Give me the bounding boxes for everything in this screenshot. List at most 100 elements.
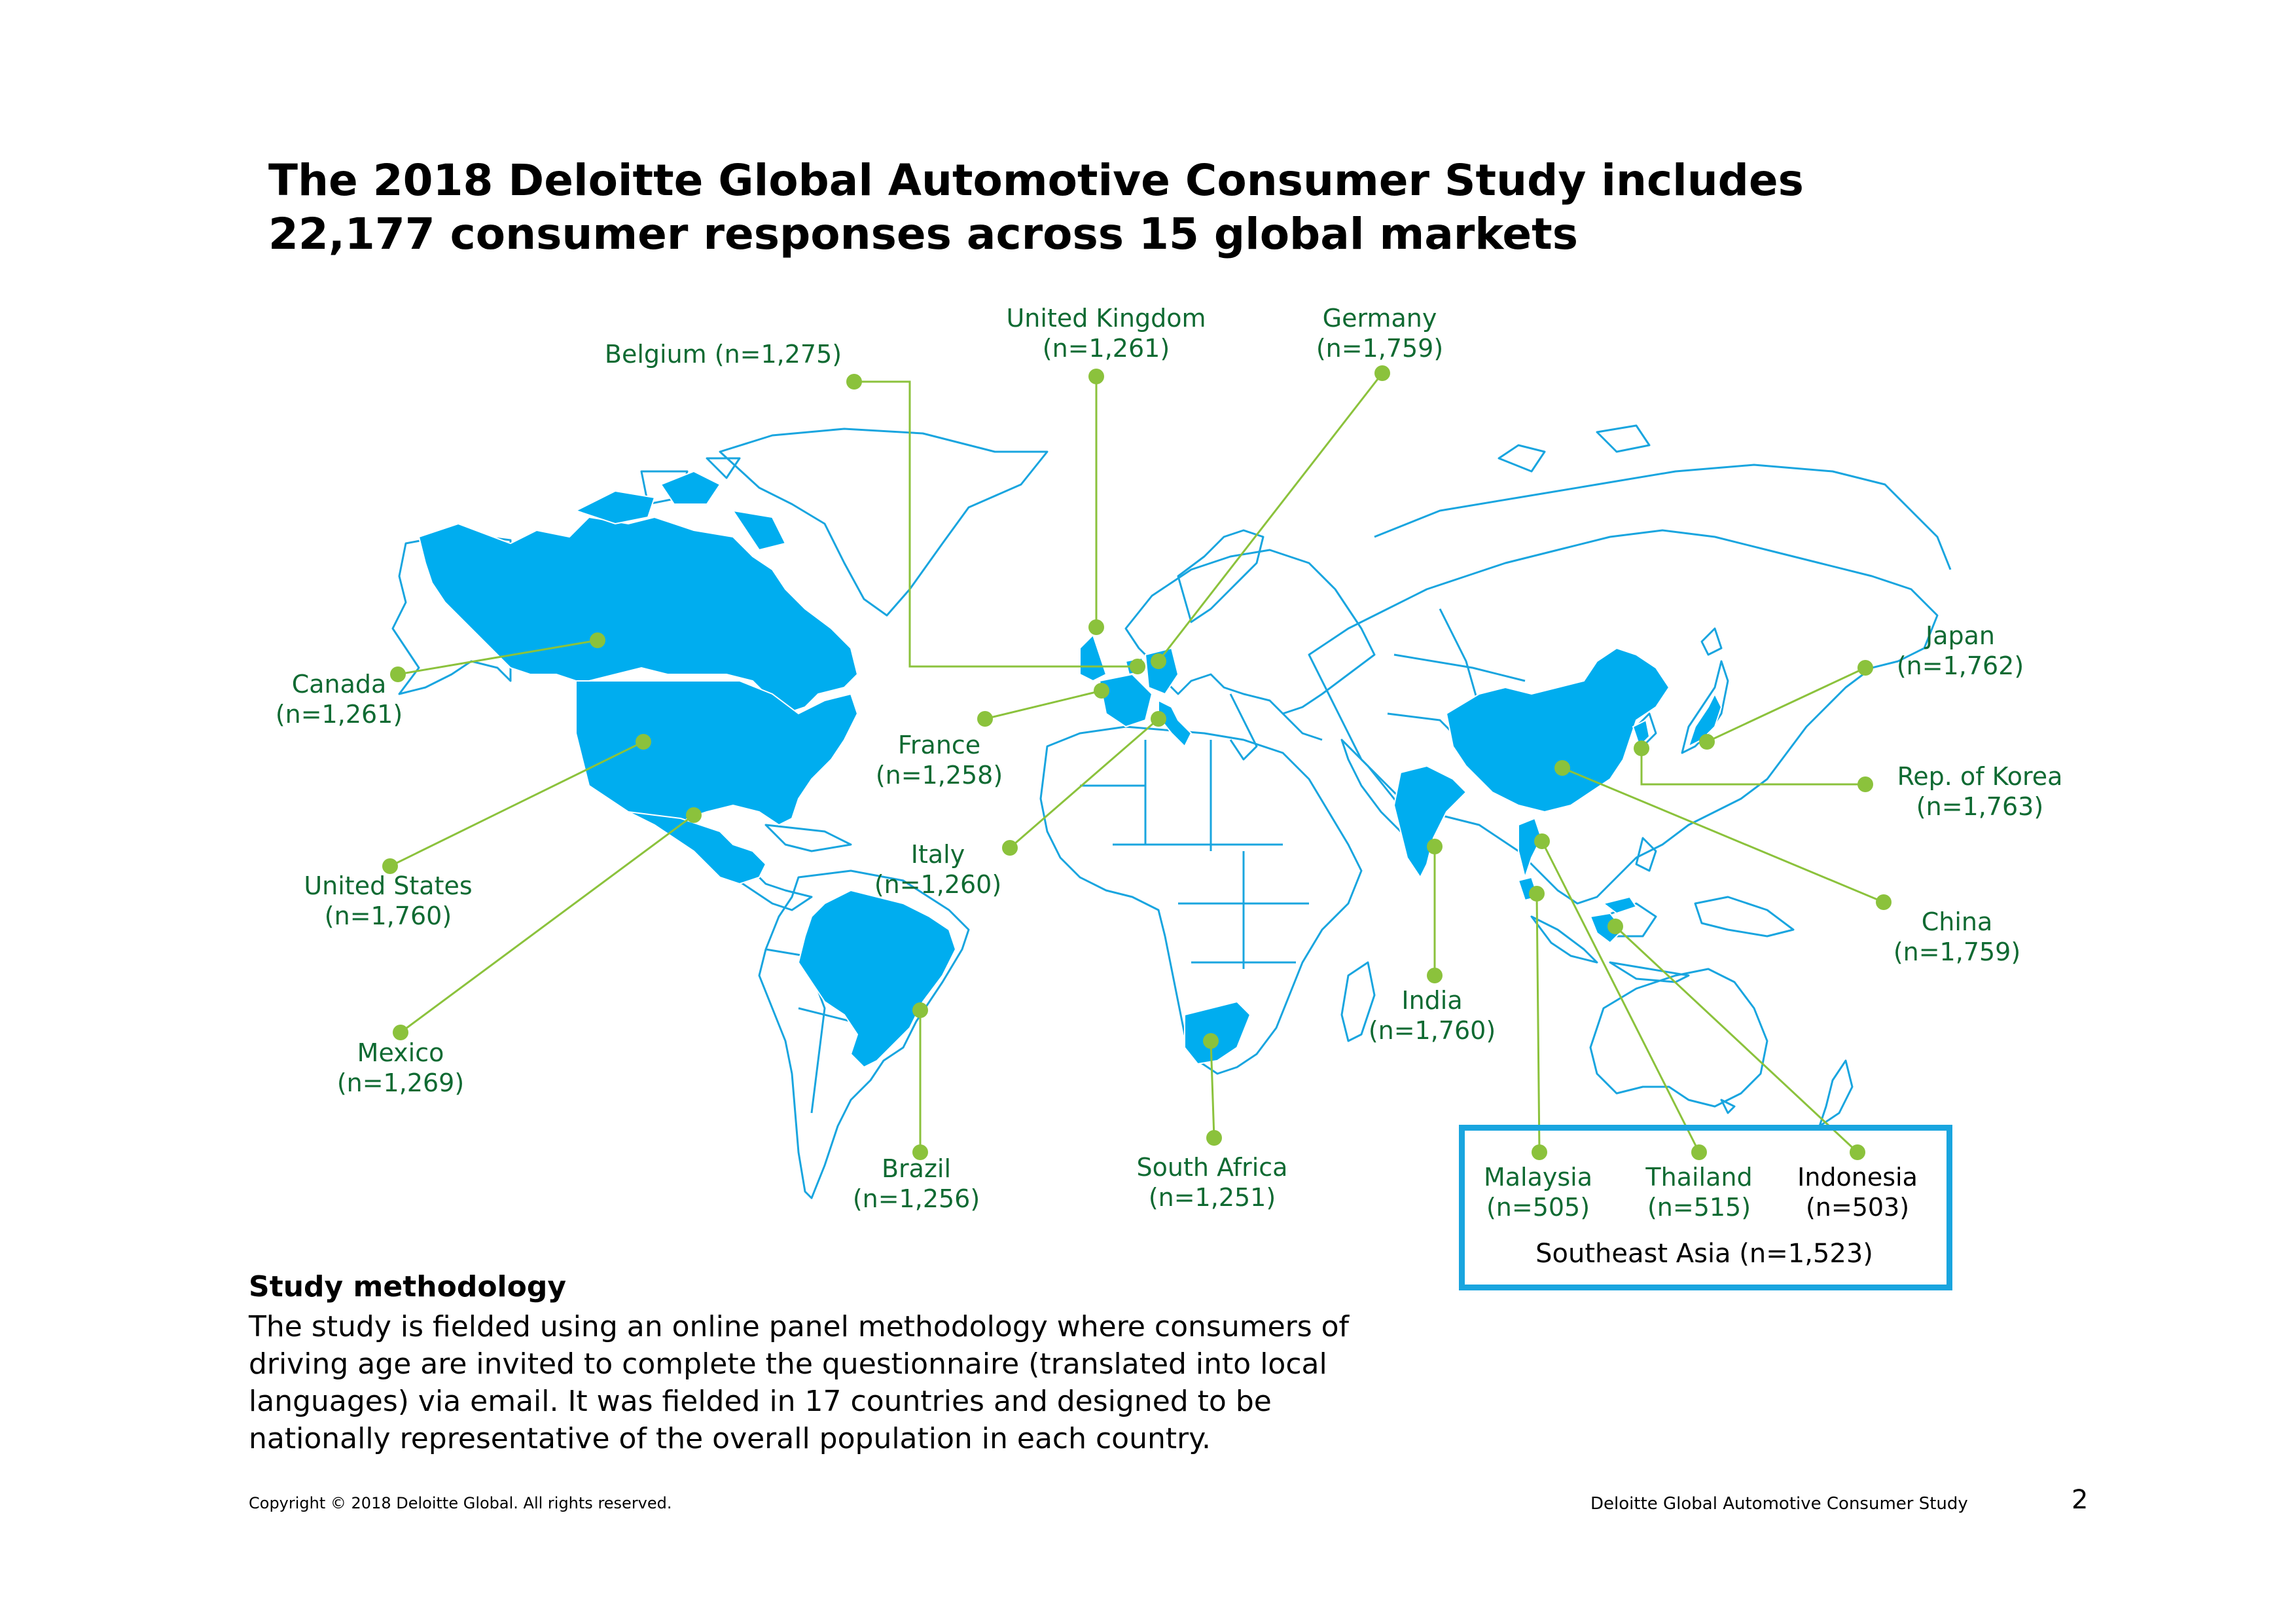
leader-line-thailand: [1541, 841, 1700, 1153]
leader-dot-japan-label: [1857, 660, 1873, 676]
methodology-heading: Study methodology: [249, 1270, 567, 1304]
leader-dot-france-country: [1094, 683, 1109, 699]
canada-islands: [574, 470, 787, 551]
label-n: (n=1,251): [1148, 1183, 1276, 1212]
leader-dot-malaysia-country: [1529, 886, 1545, 902]
europe-outline: [1124, 549, 1376, 715]
leader-dot-japan-country: [1699, 734, 1715, 750]
japan-outline: [1681, 660, 1729, 754]
leader-dot-indonesia-label: [1850, 1144, 1865, 1160]
label-italy: Italy (n=1,260): [874, 839, 1001, 900]
label-name: Italy: [910, 840, 965, 869]
label-malaysia: Malaysia (n=505): [1484, 1162, 1592, 1222]
leader-dot-belgium-label: [846, 374, 862, 390]
leader-dot-south-africa-label: [1206, 1130, 1222, 1146]
label-n: (n=1,256): [852, 1184, 980, 1213]
leader-dot-brazil-country: [912, 1002, 928, 1018]
leader-line-japan: [1706, 666, 1866, 743]
leader-line-china: [1562, 767, 1884, 903]
indonesia-outline: [1530, 915, 1598, 964]
leader-dot-malaysia-label: [1532, 1144, 1547, 1160]
label-france: France (n=1,258): [876, 730, 1003, 790]
label-thailand: Thailand (n=515): [1645, 1162, 1752, 1222]
label-south-africa: South Africa (n=1,251): [1137, 1152, 1288, 1213]
south-america-outline: [758, 869, 970, 1199]
title-line-1: The 2018 Deloitte Global Automotive Cons…: [268, 155, 1804, 206]
label-n: (n=505): [1486, 1193, 1590, 1222]
usa-shape: [575, 680, 859, 839]
leader-dot-china-label: [1876, 894, 1892, 910]
label-n: (n=515): [1647, 1193, 1751, 1222]
leader-dot-india-country: [1427, 839, 1443, 854]
southeast-asia-box: [1459, 1125, 1952, 1290]
leader-dot-brazil-label: [912, 1144, 928, 1160]
highlighted-countries: [418, 470, 1723, 1068]
leader-line-france: [984, 689, 1102, 720]
label-name: Malaysia: [1483, 1163, 1593, 1192]
india-shape: [1393, 765, 1467, 879]
label-n: (n=1,269): [336, 1068, 465, 1097]
leader-dot-mexico-country: [686, 807, 702, 823]
footer-copyright: Copyright © 2018 Deloitte Global. All ri…: [249, 1494, 672, 1512]
leader-line-germany: [1157, 373, 1384, 662]
label-name: United Kingdom: [1006, 304, 1206, 333]
label-india: India (n=1,760): [1369, 985, 1496, 1046]
label-united-kingdom: United Kingdom (n=1,261): [1006, 303, 1206, 363]
africa-outline: [1039, 725, 1363, 1075]
label-name: Germany: [1322, 304, 1437, 333]
label-n: (n=1,759): [1316, 334, 1444, 363]
leader-dot-thailand-label: [1691, 1144, 1707, 1160]
south-africa-shape: [1184, 1000, 1251, 1065]
leader-dot-united-states-country: [636, 734, 651, 750]
label-united-states: United States (n=1,760): [304, 871, 472, 931]
label-japan: Japan (n=1,762): [1897, 621, 2024, 681]
leader-dot-china-country: [1554, 760, 1570, 776]
leader-dot-india-label: [1427, 968, 1443, 983]
leader-dot-mexico-label: [393, 1025, 408, 1040]
label-n: (n=1,760): [1368, 1016, 1496, 1045]
label-name: India: [1401, 986, 1463, 1015]
label-n: (n=1,260): [874, 870, 1002, 899]
leader-dot-canada-country: [590, 632, 605, 648]
label-brazil: Brazil (n=1,256): [853, 1154, 980, 1214]
world-outline: [391, 424, 1952, 1199]
leader-line-mexico: [400, 814, 694, 1034]
leader-dot-germany-label: [1374, 365, 1390, 381]
label-name: France: [897, 731, 981, 759]
label-n: (n=1,258): [875, 761, 1003, 790]
leader-line-south-africa: [1210, 1040, 1215, 1139]
leader-line-indonesia: [1614, 925, 1859, 1154]
label-name: Indonesia: [1797, 1163, 1918, 1192]
leader-dot-indonesia-country: [1607, 919, 1623, 934]
title-line-2: 22,177 consumer responses across 15 glob…: [268, 209, 1579, 259]
greenland-outline: [719, 428, 1049, 617]
label-n: (n=1,762): [1896, 651, 2024, 680]
korea-shape: [1632, 719, 1651, 748]
label-china: China (n=1,759): [1893, 907, 2020, 967]
leader-line-united-states: [389, 740, 644, 867]
leader-line-korea: [1640, 748, 1865, 786]
leader-lines: [382, 365, 1892, 1160]
leader-dot-canada-label: [390, 666, 406, 682]
southeast-asia-total: Southeast Asia (n=1,523): [1535, 1239, 1873, 1269]
footer-study-name: Deloitte Global Automotive Consumer Stud…: [1590, 1494, 1968, 1514]
label-name: Brazil: [881, 1154, 952, 1183]
leader-dot-united-states-label: [382, 858, 398, 874]
label-n: (n=1,261): [1042, 334, 1170, 363]
leader-dot-italy-country: [1151, 711, 1166, 727]
label-name: South Africa: [1136, 1153, 1288, 1182]
leader-dot-germany-country: [1151, 653, 1166, 669]
leader-dot-italy-label: [1002, 840, 1018, 856]
label-n: (n=503): [1805, 1193, 1910, 1222]
label-name: Canada: [291, 670, 387, 699]
label-canada: Canada (n=1,261): [276, 669, 403, 729]
label-name: Japan: [1926, 621, 1995, 650]
methodology-body: The study is fielded using an online pan…: [249, 1310, 1350, 1455]
label-n: (n=1,760): [324, 902, 452, 930]
leader-dot-united-kingdom-country: [1088, 619, 1104, 635]
leader-dot-south-africa-country: [1203, 1033, 1219, 1049]
label-mexico: Mexico (n=1,269): [337, 1038, 464, 1098]
thailand-shape: [1518, 817, 1543, 880]
page-number: 2: [2072, 1485, 2089, 1515]
